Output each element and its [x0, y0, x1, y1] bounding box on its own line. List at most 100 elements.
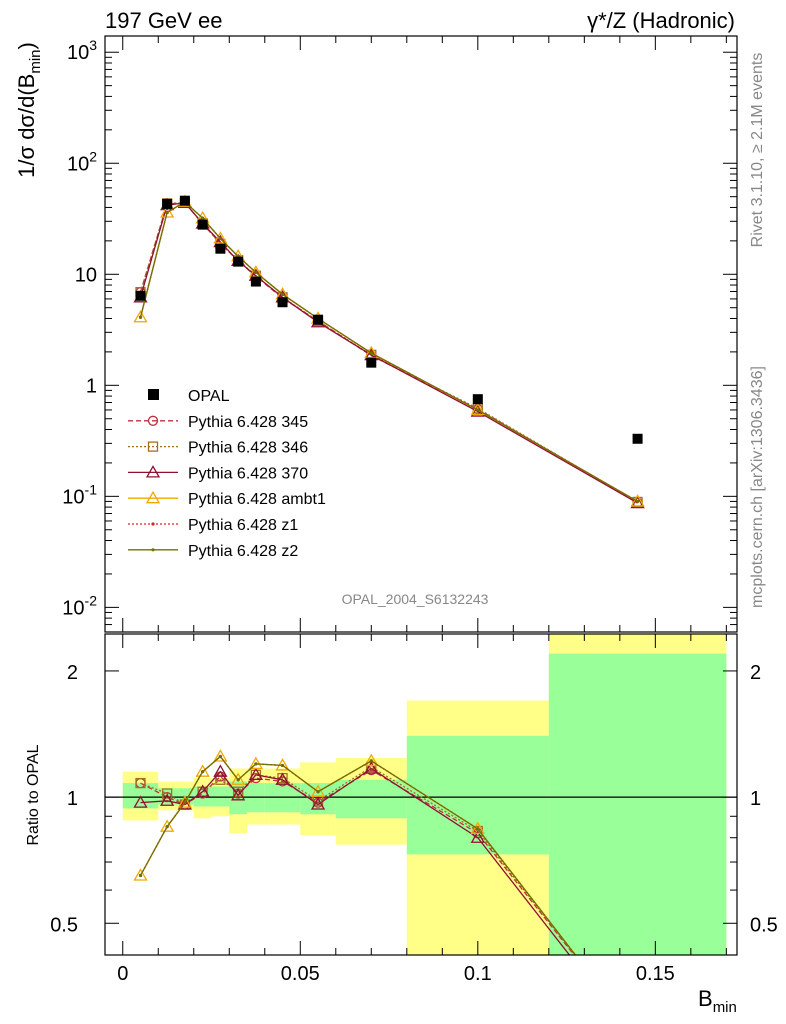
- main-point-z2-6: [254, 270, 258, 274]
- ratio-point-z2-2: [183, 801, 187, 805]
- ratio-point-p370-9: [364, 761, 379, 774]
- rivet-label: Rivet 3.1.10, ≥ 2.1M events: [749, 53, 766, 248]
- legend-label-data: OPAL: [188, 388, 230, 405]
- legend-item-p345: Pythia 6.428 345: [128, 414, 308, 431]
- ratio-point-ambt1-5: [231, 772, 246, 785]
- ratio-point-z2-5: [236, 778, 240, 782]
- main-point-ambt1-4: [213, 231, 228, 244]
- main-point-ambt1-0: [133, 309, 148, 323]
- x-tick-label-3: 0.15: [636, 963, 675, 985]
- main-point-ambt1-11: [630, 494, 645, 507]
- main-y-tick-label-5: 103: [67, 37, 97, 64]
- analysis-watermark: OPAL_2004_S6132243: [342, 591, 489, 607]
- legend-item-z2: Pythia 6.428 z2: [128, 543, 298, 560]
- ratio-series-p370: [133, 761, 571, 955]
- ratio-point-p370-5: [231, 787, 246, 801]
- header-left: 197 GeV ee: [105, 8, 222, 33]
- legend-item-p370: Pythia 6.428 370: [128, 465, 308, 482]
- ratio-panel: 0.5 0.5 1 1 2 2 0 0.05 0.1 0.15 Ratio to OPAL Bm…: [25, 633, 778, 1016]
- main-point-ambt1-1: [160, 205, 175, 218]
- ratio-point-p370-7: [275, 772, 290, 785]
- y-axis-label-main: 1/σ dσ/d(Bmin): [14, 42, 44, 178]
- x-axis-label: Bmin: [698, 986, 737, 1016]
- legend-item-p346: Pythia 6.428 346: [128, 440, 308, 457]
- ratio-point-ambt1-4: [213, 749, 228, 762]
- y-axis-label-ratio: Ratio to OPAL: [25, 744, 42, 845]
- opal-point-3: [197, 219, 208, 230]
- ratio-point-z2-10: [476, 827, 480, 831]
- ratio-point-p370-3: [195, 784, 210, 797]
- ratio-point-z2-3: [201, 770, 205, 774]
- opal-point-5: [233, 256, 244, 267]
- opal-point-0: [135, 290, 146, 301]
- main-y-tick-label-0: 10-2: [62, 592, 97, 619]
- ratio-point-ambt1-2: [177, 795, 193, 808]
- main-point-z2-3: [201, 216, 205, 220]
- main-panel: 10-2 10-1 1 10 102 103 1/σ dσ/d(Bmin) OPAL_20…: [14, 35, 738, 633]
- legend-label-p345: Pythia 6.428 345: [188, 414, 308, 431]
- ratio-point-z2-9: [369, 759, 373, 763]
- legend-label-p346: Pythia 6.428 346: [188, 440, 308, 457]
- opal-point-9: [366, 357, 377, 368]
- x-tick-label-0: 0: [117, 963, 128, 985]
- ratio-point-z2-7: [280, 763, 285, 768]
- ratio-y-tick-label-2: 2: [67, 662, 78, 684]
- ratio-y-tick-label-1: 1: [67, 788, 78, 810]
- ratio-y-tick-label-right-1: 1: [750, 788, 761, 810]
- header-right: γ*/Z (Hadronic): [587, 8, 735, 33]
- main-point-p370-10: [470, 404, 485, 417]
- ratio-point-ambt1-6: [248, 756, 264, 770]
- main-point-ambt1-10: [470, 402, 485, 416]
- ratio-point-z2-1: [165, 825, 169, 829]
- ratio-point-z2-6: [254, 762, 258, 766]
- ratio-point-p370-8: [310, 797, 326, 810]
- ratio-point-p370-2: [177, 797, 193, 810]
- mcplots-label: mcplots.cern.ch [arXiv:1306.3436]: [749, 366, 766, 608]
- ratio-point-p346-4: [215, 774, 226, 785]
- ratio-point-ambt1-8: [310, 784, 326, 797]
- legend-label-z2: Pythia 6.428 z2: [188, 543, 298, 560]
- main-point-z2-9: [369, 351, 373, 355]
- main-y-tick-label-2: 1: [86, 375, 97, 397]
- ratio-point-ambt1-3: [195, 764, 210, 777]
- legend-marker-p346: [147, 441, 159, 452]
- legend-marker-ambt1: [145, 490, 161, 504]
- legend-symbol-opal: [148, 389, 159, 400]
- opal-point-2: [179, 195, 190, 206]
- main-y-tick-label-3: 10: [75, 264, 97, 286]
- ratio-series-z2: [138, 754, 577, 955]
- ratio-y-tick-label-0: 0.5: [50, 914, 78, 936]
- uncertainty-band-inner-9: [335, 779, 407, 819]
- main-point-ambt1-9: [364, 345, 379, 359]
- main-frame: [104, 35, 738, 633]
- ratio-point-ambt1-0: [133, 868, 148, 881]
- opal-point-6: [250, 276, 261, 287]
- ratio-point-p370-4: [213, 764, 228, 777]
- main-point-z2-1: [165, 210, 169, 215]
- main-y-tick-label-4: 102: [67, 148, 97, 175]
- opal-point-1: [162, 198, 173, 209]
- main-point-p370-11: [630, 495, 645, 509]
- legend: OPAL Pythia 6.428 345 Pythia 6.428 346 Pyth…: [128, 388, 326, 560]
- main-y-tick-label-1: 10-1: [62, 481, 97, 508]
- ratio-point-ambt1-1: [160, 819, 175, 832]
- ratio-frame: [104, 633, 738, 956]
- legend-label-z1: Pythia 6.428 z1: [188, 517, 298, 534]
- ratio-point-z2-0: [138, 873, 143, 878]
- ratio-y-tick-label-right-0: 0.5: [750, 914, 778, 936]
- main-series-ambt1: [133, 194, 645, 507]
- uncertainty-band-inner-11: [548, 653, 727, 955]
- legend-item-ambt1: Pythia 6.428 ambt1: [128, 490, 326, 508]
- ratio-point-p346-1: [161, 788, 173, 799]
- opal-point-4: [215, 243, 226, 254]
- opal-point-8: [313, 314, 324, 325]
- ratio-point-p370-6: [248, 767, 264, 781]
- legend-marker-z2: [151, 548, 155, 552]
- x-tick-label-2: 0.1: [464, 963, 492, 985]
- legend-item-data: OPAL: [148, 388, 230, 405]
- main-point-z2-7: [280, 292, 285, 296]
- ratio-point-z2-4: [218, 754, 222, 759]
- ratio-point-p370-0: [133, 795, 148, 808]
- legend-label-p370: Pythia 6.428 370: [188, 465, 308, 482]
- main-series-z2: [138, 200, 640, 504]
